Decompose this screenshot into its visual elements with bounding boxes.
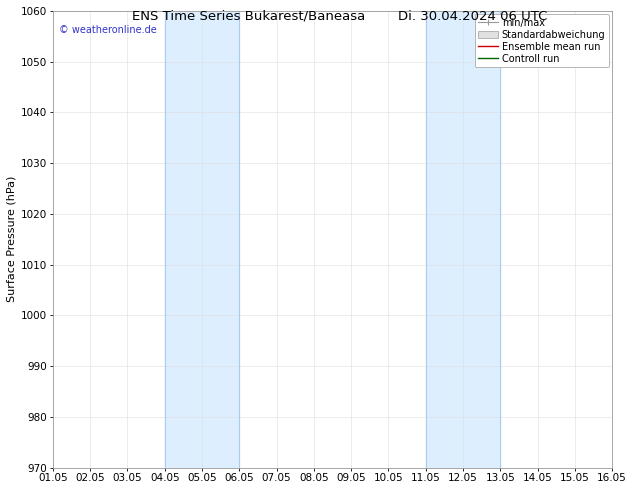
Text: © weatheronline.de: © weatheronline.de — [58, 24, 156, 35]
Bar — [426, 11, 500, 467]
Bar — [165, 11, 240, 467]
Text: ENS Time Series Bukarest/Baneasa: ENS Time Series Bukarest/Baneasa — [132, 10, 365, 23]
Legend: min/max, Standardabweichung, Ensemble mean run, Controll run: min/max, Standardabweichung, Ensemble me… — [474, 14, 609, 68]
Y-axis label: Surface Pressure (hPa): Surface Pressure (hPa) — [7, 176, 17, 302]
Text: Di. 30.04.2024 06 UTC: Di. 30.04.2024 06 UTC — [398, 10, 547, 23]
